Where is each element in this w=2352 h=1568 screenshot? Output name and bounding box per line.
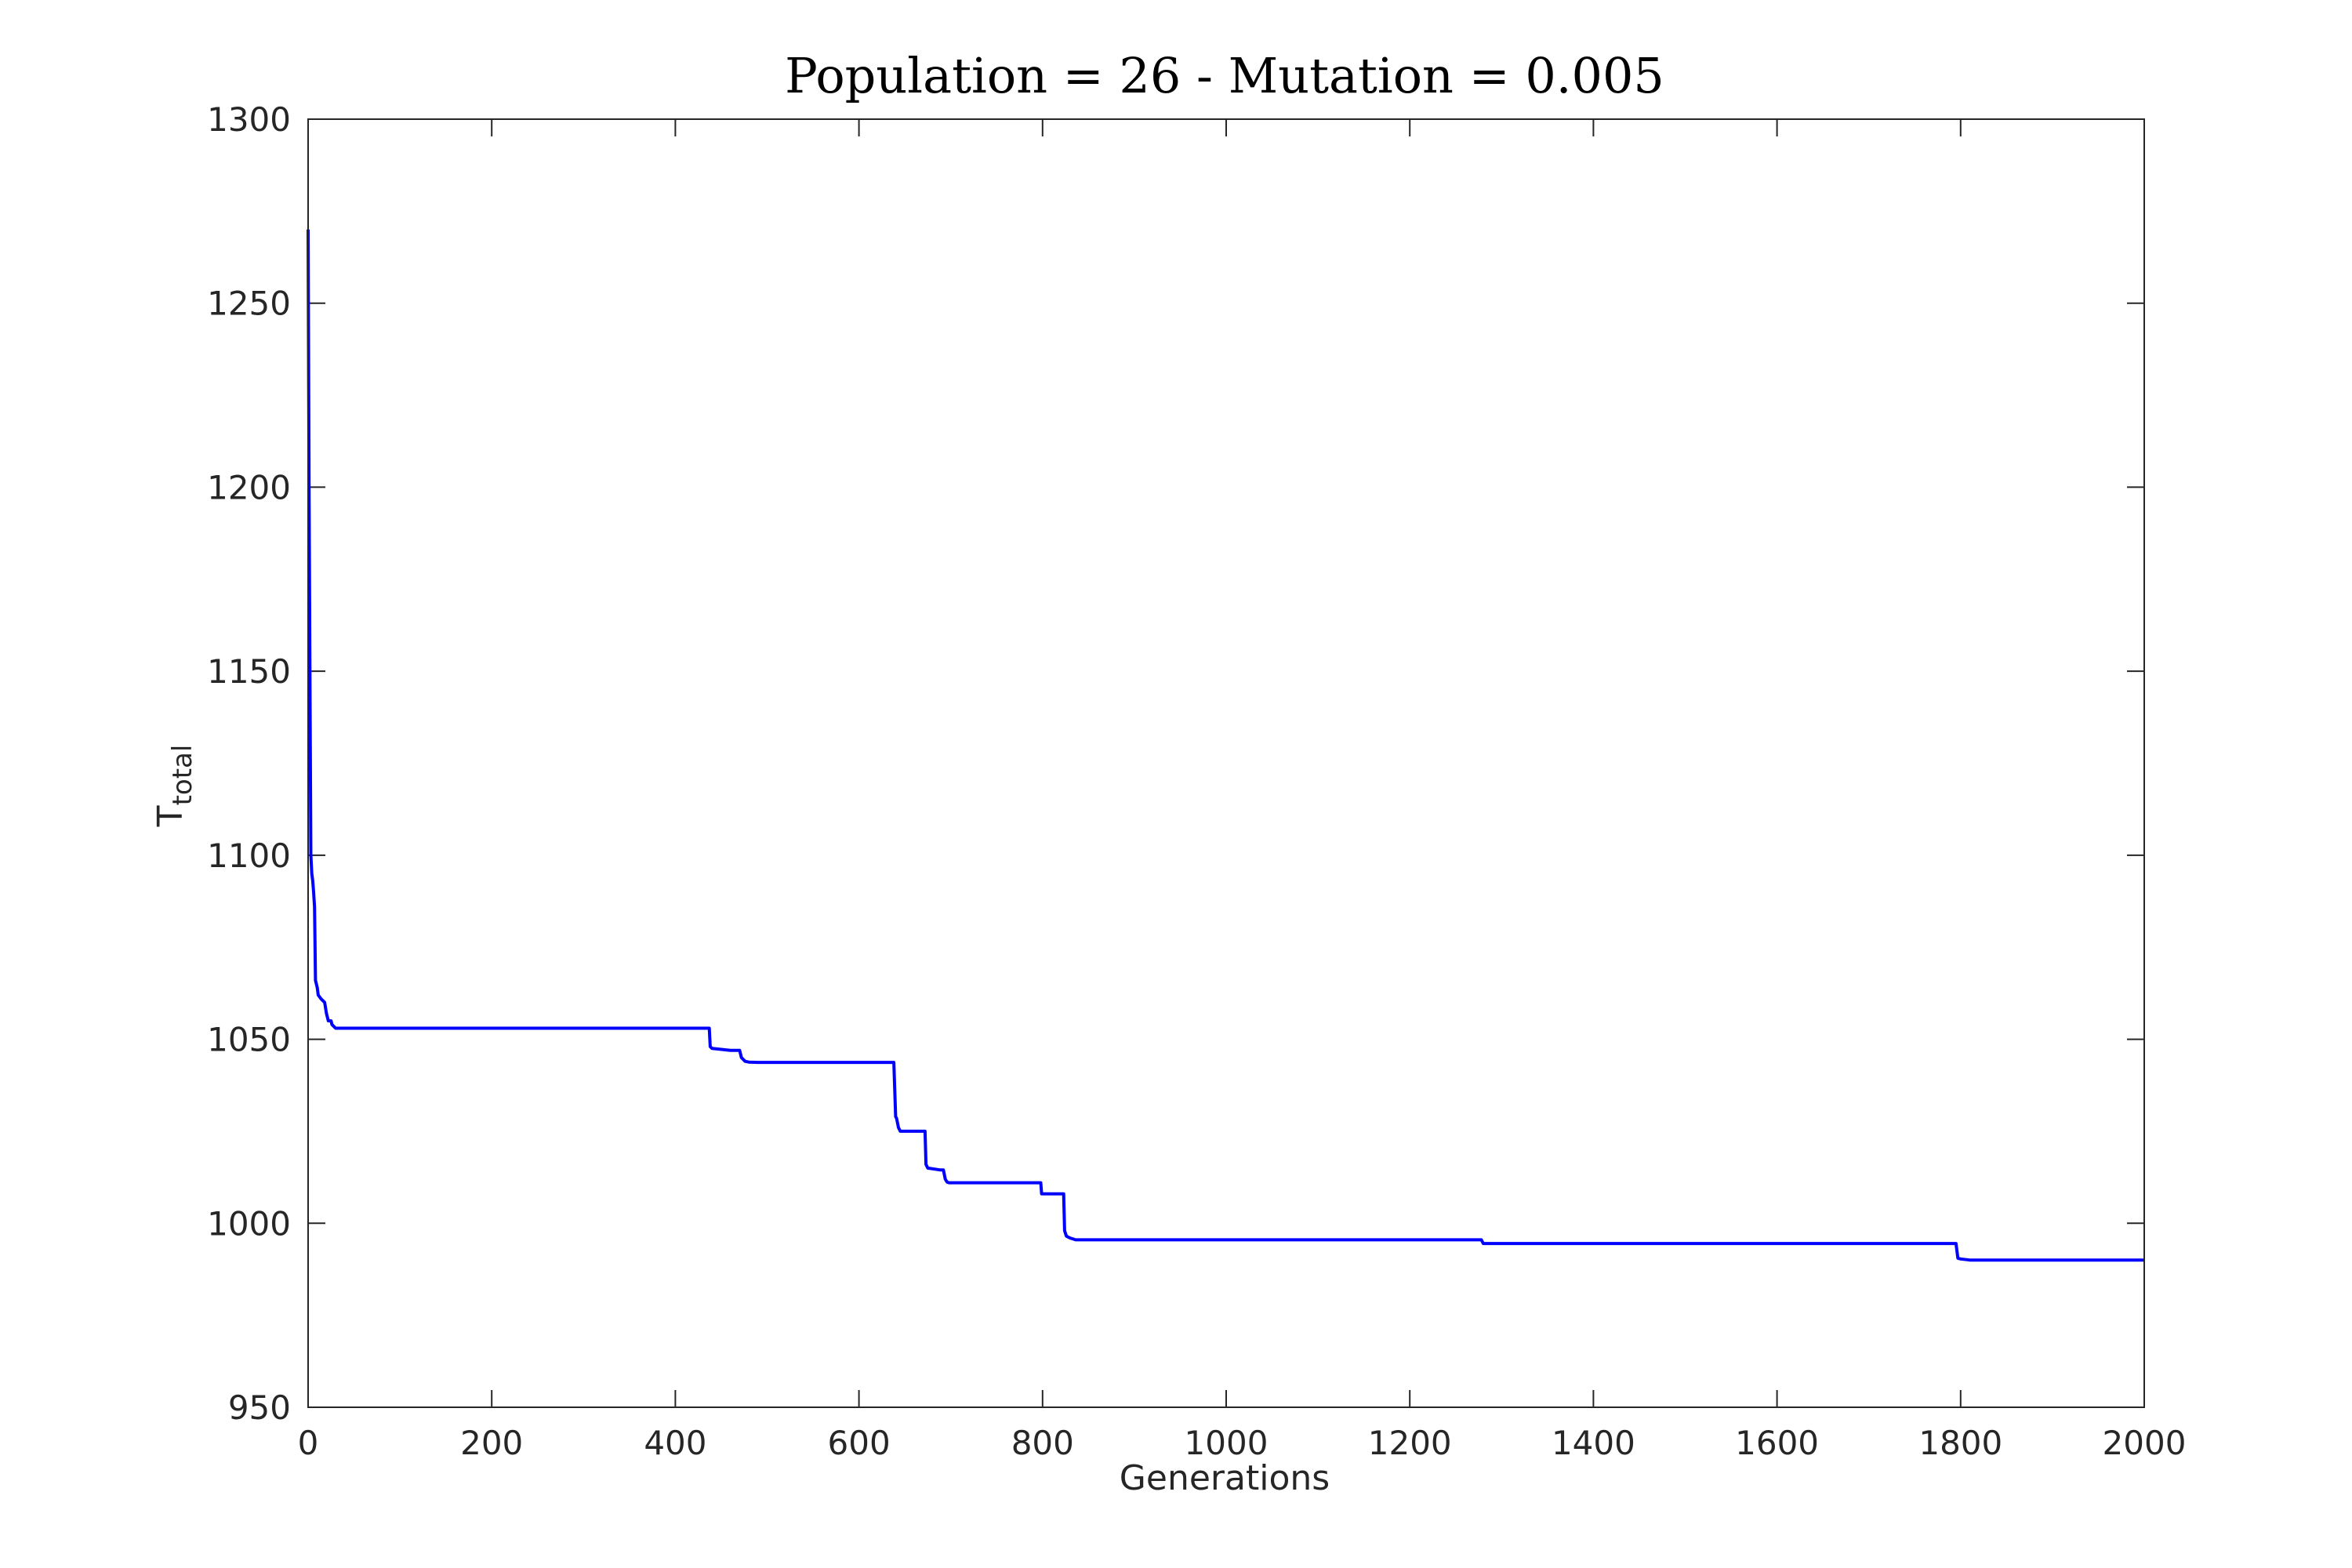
x-tick-label: 600 xyxy=(828,1424,891,1462)
y-axis-label: Ttotal xyxy=(151,745,198,828)
y-tick-label: 1050 xyxy=(207,1021,291,1059)
x-tick-label: 0 xyxy=(298,1424,319,1462)
y-axis-label-main: T xyxy=(151,805,191,827)
x-tick-label: 1200 xyxy=(1368,1424,1452,1462)
x-tick-label: 400 xyxy=(644,1424,706,1462)
axes-box xyxy=(307,118,2145,1408)
y-tick-label: 1200 xyxy=(207,468,291,506)
plot-area xyxy=(308,119,2144,1407)
x-tick-label: 1400 xyxy=(1552,1424,1635,1462)
y-axis-label-subscript: total xyxy=(167,745,198,806)
x-tick-label: 2000 xyxy=(2103,1424,2187,1462)
tick-labels-layer: 0 200 400 600 800 1000 1200 1400 1600 1800 2000 950… xyxy=(207,100,2186,1462)
x-tick-label: 800 xyxy=(1011,1424,1074,1462)
series-layer xyxy=(307,229,2144,1262)
x-tick-label: 1800 xyxy=(1918,1424,2002,1462)
chart-title: Population = 26 - Mutation = 0.005 xyxy=(785,47,1664,104)
y-tick-label: 950 xyxy=(228,1388,291,1427)
y-tick-label: 1100 xyxy=(207,837,291,875)
x-axis-label: Generations xyxy=(1120,1458,1330,1498)
x-tick-label: 200 xyxy=(460,1424,523,1462)
series-line xyxy=(307,229,2144,1262)
y-tick-label: 1000 xyxy=(207,1204,291,1243)
y-tick-label: 1150 xyxy=(207,652,291,691)
x-tick-label: 1600 xyxy=(1735,1424,1819,1462)
y-tick-label: 1250 xyxy=(207,285,291,323)
x-tick-label: 1000 xyxy=(1185,1424,1269,1462)
y-tick-label: 1300 xyxy=(207,100,291,139)
